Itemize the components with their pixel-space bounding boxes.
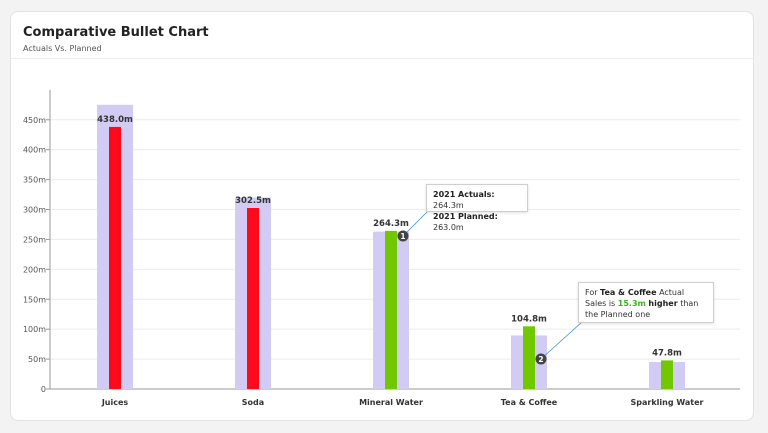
actual-bar	[523, 326, 535, 389]
annotation-marker-number: 2	[538, 355, 543, 364]
y-tick-label: 0	[41, 385, 46, 394]
annotation-leader-line	[540, 321, 583, 360]
chart-subtitle: Actuals Vs. Planned	[23, 44, 102, 53]
y-tick-label: 50m	[28, 355, 46, 364]
actual-bar	[247, 208, 259, 389]
tooltip-actuals-line: 2021 Actuals: 264.3m	[433, 190, 495, 210]
actual-bar	[661, 360, 673, 389]
chart-title: Comparative Bullet Chart	[23, 25, 209, 40]
data-label: 104.8m	[511, 314, 547, 324]
y-tick-label: 150m	[23, 295, 46, 304]
x-category-label: Juices	[101, 398, 129, 407]
x-category-label: Mineral Water	[359, 398, 423, 407]
y-tick-label: 350m	[23, 176, 46, 185]
data-label: 264.3m	[373, 219, 409, 229]
annotation-marker	[535, 353, 547, 365]
annotation-tooltip-1: 2021 Actuals: 264.3m 2021 Planned: 263.0…	[426, 184, 528, 232]
tooltip-planned-line: 2021 Planned: 263.0m	[433, 212, 498, 232]
data-label: 302.5m	[235, 196, 271, 206]
data-label: 47.8m	[652, 348, 682, 358]
annotation-marker	[397, 230, 409, 242]
y-tick-label: 400m	[23, 146, 46, 155]
y-tick-label: 200m	[23, 265, 46, 274]
actual-bar	[109, 126, 121, 389]
annotation-marker-number: 1	[400, 232, 405, 241]
y-tick-label: 300m	[23, 206, 46, 215]
x-category-label: Sparkling Water	[631, 398, 704, 407]
annotation-tooltip-2: For Tea & Coffee Actual Sales is 15.3m h…	[578, 282, 714, 323]
annotation-leader-line	[402, 211, 428, 237]
actual-bar	[385, 230, 397, 389]
y-tick-label: 100m	[23, 325, 46, 334]
card-header: Comparative Bullet Chart Actuals Vs. Pla…	[11, 12, 753, 59]
x-category-label: Tea & Coffee	[501, 398, 558, 407]
x-category-label: Soda	[242, 398, 264, 407]
y-tick-label: 450m	[23, 116, 46, 125]
y-tick-label: 250m	[23, 235, 46, 244]
data-label: 438.0m	[97, 115, 133, 125]
